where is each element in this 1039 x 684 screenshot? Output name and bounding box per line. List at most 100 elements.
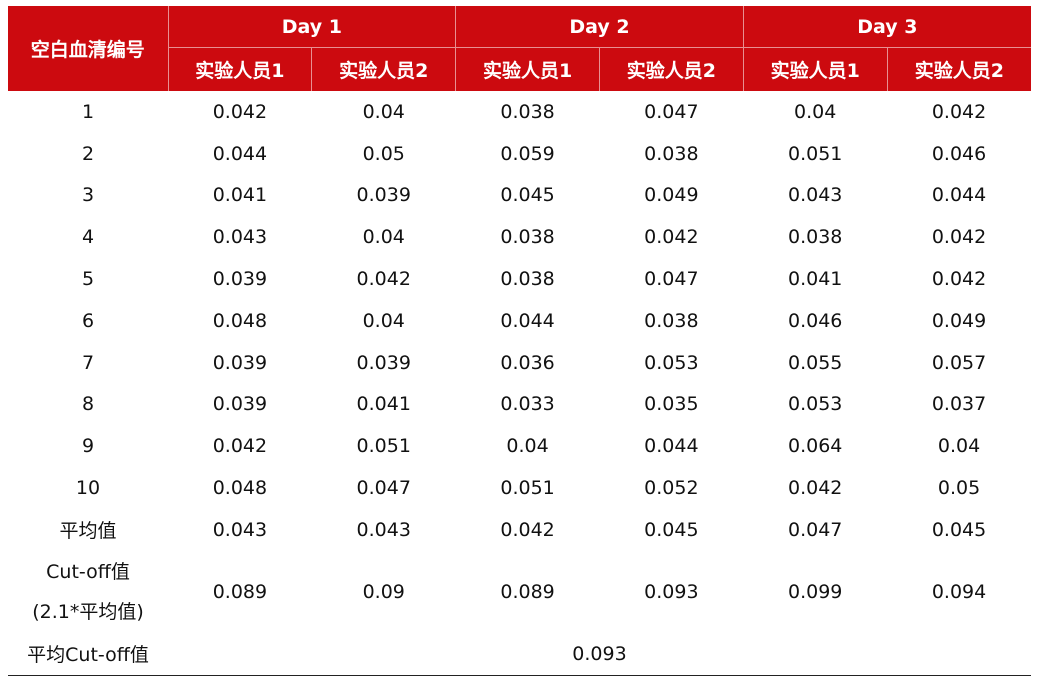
table-cell: 0.089: [212, 580, 268, 603]
header-person: 实验人员2: [886, 47, 1031, 91]
table-cell: 0.042: [931, 226, 987, 249]
table-cell: 0.04: [362, 309, 405, 332]
average-row: 平均值 0.043 0.043 0.042 0.045 0.047 0.045: [8, 509, 1031, 551]
table-cell: 0.047: [356, 477, 411, 500]
average-cutoff-value: 0.093: [168, 632, 1031, 676]
serum-id-cell: 2: [81, 142, 95, 165]
table-row: 10 0.048 0.047 0.051 0.052 0.042 0.05: [8, 467, 1031, 509]
table-cell: 0.04: [362, 100, 405, 123]
table-row: 8 0.039 0.041 0.033 0.035 0.053 0.037: [8, 384, 1031, 426]
table-cell: 0.051: [356, 435, 411, 458]
serum-id-cell: 10: [75, 477, 101, 500]
header-day-2: Day 2: [455, 6, 744, 48]
table-cell: 0.05: [937, 477, 981, 500]
table-cell: 0.035: [644, 393, 699, 416]
serum-id-cell: 1: [81, 100, 95, 123]
table-row: 9 0.042 0.051 0.04 0.044 0.064 0.04: [8, 425, 1031, 467]
header-person: 实验人员2: [311, 47, 456, 91]
table-row: 3 0.041 0.039 0.045 0.049 0.043 0.044: [8, 175, 1031, 217]
serum-id-cell: 6: [81, 309, 95, 332]
header-serum-id: 空白血清编号: [8, 6, 169, 91]
table-cell: 0.059: [500, 142, 555, 165]
table-cell: 0.042: [644, 226, 699, 249]
table-cell: 0.099: [788, 580, 843, 603]
table-cell: 0.044: [212, 142, 268, 165]
table-cell: 0.05: [362, 142, 405, 165]
table-cell: 0.042: [212, 435, 268, 458]
table-cell: 0.038: [788, 226, 843, 249]
table-cell: 0.09: [362, 580, 405, 603]
serum-id-cell: 3: [81, 184, 95, 207]
table-cell: 0.044: [500, 309, 555, 332]
header-day-1: Day 1: [167, 6, 456, 48]
table-cell: 0.051: [500, 477, 555, 500]
table-cell: 0.042: [356, 268, 411, 291]
blank-serum-cutoff-table: 空白血清编号 Day 1 Day 2 Day 3 实验人员1 实验人员2 实验人…: [8, 6, 1031, 676]
cutoff-label-line1: Cut-off值: [46, 560, 130, 583]
table-cell: 0.037: [931, 393, 987, 416]
table-body: 1 0.042 0.04 0.038 0.047 0.04 0.042 2 0.044 0.05 0…: [8, 91, 1031, 676]
table-cell: 0.089: [500, 580, 555, 603]
row-label: 平均Cut-off值: [8, 632, 169, 676]
table-cell: 0.042: [500, 518, 555, 541]
table-cell: 0.04: [937, 435, 981, 458]
table-header: 空白血清编号 Day 1 Day 2 Day 3 实验人员1 实验人员2 实验人…: [8, 6, 1031, 91]
header-person: 实验人员2: [598, 47, 744, 91]
serum-id-cell: 7: [81, 351, 95, 374]
table-cell: 0.053: [788, 393, 843, 416]
table-cell: 0.047: [788, 518, 843, 541]
table-cell: 0.045: [644, 518, 699, 541]
row-label-cutoff: Cut-off值 (2.1*平均值): [8, 551, 168, 633]
table-cell: 0.04: [794, 100, 837, 123]
table-cell: 0.04: [362, 226, 405, 249]
table-cell: 0.055: [788, 351, 843, 374]
table-cell: 0.046: [788, 309, 843, 332]
table-row: 7 0.039 0.039 0.036 0.053 0.055 0.057: [8, 342, 1031, 384]
table-cell: 0.039: [212, 268, 268, 291]
serum-id-cell: 8: [81, 393, 95, 416]
table-cell: 0.048: [212, 477, 268, 500]
table-cell: 0.038: [644, 309, 699, 332]
table-cell: 0.039: [212, 351, 268, 374]
table-cell: 0.047: [644, 268, 699, 291]
table-cell: 0.042: [788, 477, 843, 500]
table-row: 6 0.048 0.04 0.044 0.038 0.046 0.049: [8, 300, 1031, 342]
serum-id-cell: 5: [81, 268, 95, 291]
table-cell: 0.044: [931, 184, 987, 207]
table-cell: 0.044: [644, 435, 699, 458]
table-cell: 0.041: [788, 268, 843, 291]
cutoff-label-line2: (2.1*平均值): [32, 600, 144, 623]
table-cell: 0.033: [500, 393, 555, 416]
table-cell: 0.038: [500, 226, 555, 249]
table-row: 4 0.043 0.04 0.038 0.042 0.038 0.042: [8, 216, 1031, 258]
table-cell: 0.038: [500, 100, 555, 123]
table-row: 5 0.039 0.042 0.038 0.047 0.041 0.042: [8, 258, 1031, 300]
data-table-container: 空白血清编号 Day 1 Day 2 Day 3 实验人员1 实验人员2 实验人…: [8, 6, 1031, 676]
table-row: 1 0.042 0.04 0.038 0.047 0.04 0.042: [8, 91, 1031, 133]
table-cell: 0.094: [931, 580, 987, 603]
table-cell: 0.045: [931, 518, 987, 541]
table-cell: 0.042: [212, 100, 268, 123]
table-cell: 0.039: [212, 393, 268, 416]
table-cell: 0.049: [644, 184, 699, 207]
table-cell: 0.043: [212, 226, 268, 249]
table-row: 2 0.044 0.05 0.059 0.038 0.051 0.046: [8, 133, 1031, 175]
header-day-3: Day 3: [742, 6, 1031, 48]
header-person: 实验人员1: [455, 47, 600, 91]
table-cell: 0.042: [931, 100, 987, 123]
header-person: 实验人员1: [167, 47, 312, 91]
table-cell: 0.043: [212, 518, 268, 541]
table-cell: 0.051: [788, 142, 843, 165]
table-cell: 0.042: [931, 268, 987, 291]
table-cell: 0.048: [212, 309, 268, 332]
table-cell: 0.039: [356, 351, 411, 374]
header-person: 实验人员1: [742, 47, 888, 91]
row-label: 平均值: [59, 520, 117, 543]
table-cell: 0.041: [212, 184, 268, 207]
table-cell: 0.093: [644, 580, 699, 603]
table-cell: 0.039: [356, 184, 411, 207]
header-row-persons: 实验人员1 实验人员2 实验人员1 实验人员2 实验人员1 实验人员2: [8, 47, 1031, 91]
serum-id-cell: 4: [81, 226, 95, 249]
table-cell: 0.038: [500, 268, 555, 291]
table-cell: 0.057: [931, 351, 987, 374]
